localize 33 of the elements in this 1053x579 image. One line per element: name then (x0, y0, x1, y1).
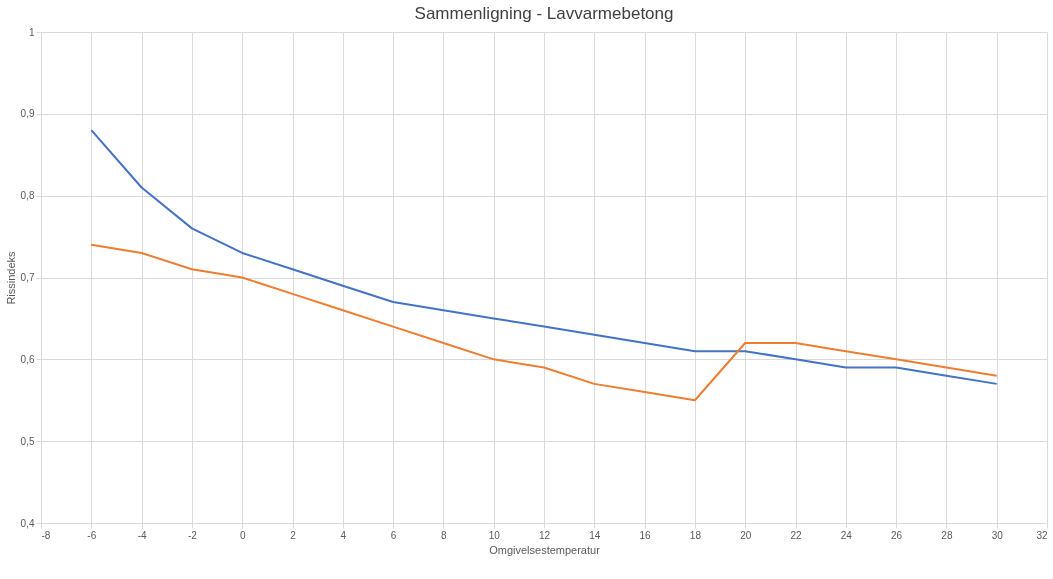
x-tick-label: 2 (290, 529, 297, 541)
x-tick-label: 18 (689, 529, 702, 541)
line-series (90, 129, 998, 385)
y-tick-label: 1 (28, 26, 35, 38)
x-tick-label: 10 (488, 529, 501, 541)
x-tick-label: 6 (390, 529, 397, 541)
x-tick-label: 24 (840, 529, 853, 541)
x-tick-label: 22 (790, 529, 802, 541)
chart-title: Sammenligning - Lavvarmebetong (414, 4, 674, 23)
x-axis-title: Omgivelsestemperatur (489, 543, 601, 556)
x-tick-label: -8 (41, 529, 51, 541)
y-tick-label: 0,8 (20, 190, 35, 202)
x-tick-label: 14 (589, 529, 601, 541)
x-tick-label: 12 (538, 529, 551, 541)
x-tick-label: 30 (991, 529, 1004, 541)
y-tick-label: 0,9 (20, 108, 35, 120)
x-tick-label: 20 (740, 529, 752, 541)
y-tick-label: 0,5 (20, 435, 35, 447)
x-tick-label: 8 (441, 529, 448, 541)
line-series (90, 243, 998, 402)
x-tick-label: 26 (891, 529, 903, 541)
y-tick-label: 0,6 (20, 353, 35, 365)
x-tick-label: -4 (137, 529, 147, 541)
y-axis-title: Rissindeks (4, 250, 17, 305)
x-tick-label: 16 (639, 529, 652, 541)
x-tick-label: 0 (239, 529, 246, 541)
x-tick-label: 4 (340, 529, 347, 541)
x-tick-label: -6 (87, 529, 97, 541)
x-tick-label: 28 (941, 529, 953, 541)
y-tick-label: 0,7 (20, 272, 35, 283)
x-tick-label: -2 (187, 529, 198, 541)
y-tick-label: 0,4 (20, 517, 35, 529)
x-tick-label: 32 (1036, 529, 1048, 541)
